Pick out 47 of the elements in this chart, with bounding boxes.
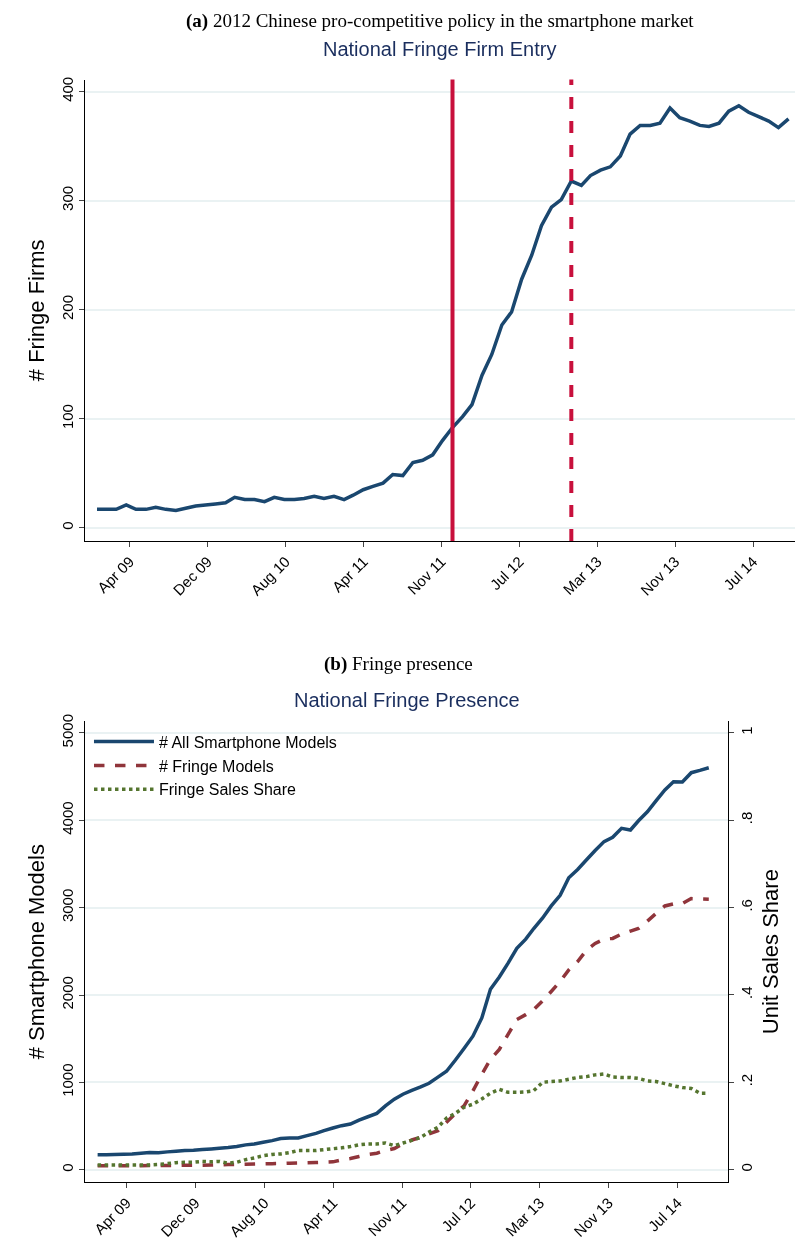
y2-tick-label: .4 — [738, 986, 755, 999]
x-tick-label: Aug 10 — [247, 552, 294, 599]
y2-tick-label: 0 — [738, 1163, 755, 1172]
y-tick-label: 100 — [59, 404, 76, 430]
x-tick-label: Apr 09 — [90, 1194, 135, 1238]
x-tick-label: Mar 13 — [502, 1194, 548, 1240]
y2-axis-title: Unit Sales Share — [757, 869, 783, 1035]
x-tick-label: Aug 10 — [226, 1194, 272, 1240]
x-tick-label: Jul 14 — [644, 1194, 685, 1235]
x-tick-label: Nov 13 — [637, 552, 683, 599]
legend-label: # Fringe Models — [158, 757, 274, 775]
x-tick-label: Nov 13 — [570, 1194, 617, 1240]
chart-subtitle: National Fringe Presence — [294, 689, 520, 711]
line-series — [95, 896, 711, 1168]
y-tick-label: 2000 — [59, 976, 76, 1010]
y-tick-label: 200 — [59, 294, 76, 321]
x-tick-label: Jul 12 — [438, 1194, 479, 1235]
y2-tick-label: 1 — [738, 726, 755, 735]
x-tick-label: Nov 11 — [364, 1194, 410, 1240]
y-tick-label: 0 — [59, 1163, 76, 1172]
y-axis-title: # Smartphone Models — [23, 844, 49, 1060]
y2-tick-label: .8 — [738, 811, 755, 825]
y-tick-label: 300 — [59, 185, 76, 211]
y-axis-title: # Fringe Firms — [23, 239, 49, 382]
x-tick-label: Apr 11 — [328, 552, 371, 596]
y-tick-label: 4000 — [59, 801, 76, 835]
chart-title: (b) Fringe presence — [324, 653, 473, 675]
y-tick-label: 0 — [59, 521, 76, 530]
x-tick-label: Dec 09 — [169, 552, 216, 599]
x-tick-label: Nov 11 — [404, 552, 449, 598]
legend-label: # All Smartphone Models — [158, 733, 337, 751]
x-tick-label: Jul 12 — [486, 552, 527, 594]
y-tick-label: 3000 — [59, 888, 76, 923]
x-tick-label: Apr 11 — [298, 1194, 341, 1237]
legend-label: Fringe Sales Share — [158, 781, 297, 799]
y2-tick-label: .2 — [738, 1073, 755, 1087]
y2-tick-label: .6 — [738, 899, 755, 912]
line-series — [95, 104, 791, 513]
chart-title: (a) 2012 Chinese pro-competitive policy in the smartphone market — [186, 10, 695, 32]
chart-subtitle: National Fringe Firm Entry — [323, 38, 557, 60]
x-tick-label: Dec 09 — [157, 1194, 203, 1240]
y-tick-label: 400 — [59, 76, 76, 102]
x-tick-label: Apr 09 — [93, 552, 138, 597]
y-tick-label: 1000 — [59, 1063, 76, 1097]
y-tick-label: 5000 — [59, 714, 76, 748]
x-tick-label: Jul 14 — [720, 552, 761, 594]
x-tick-label: Mar 13 — [559, 552, 605, 598]
